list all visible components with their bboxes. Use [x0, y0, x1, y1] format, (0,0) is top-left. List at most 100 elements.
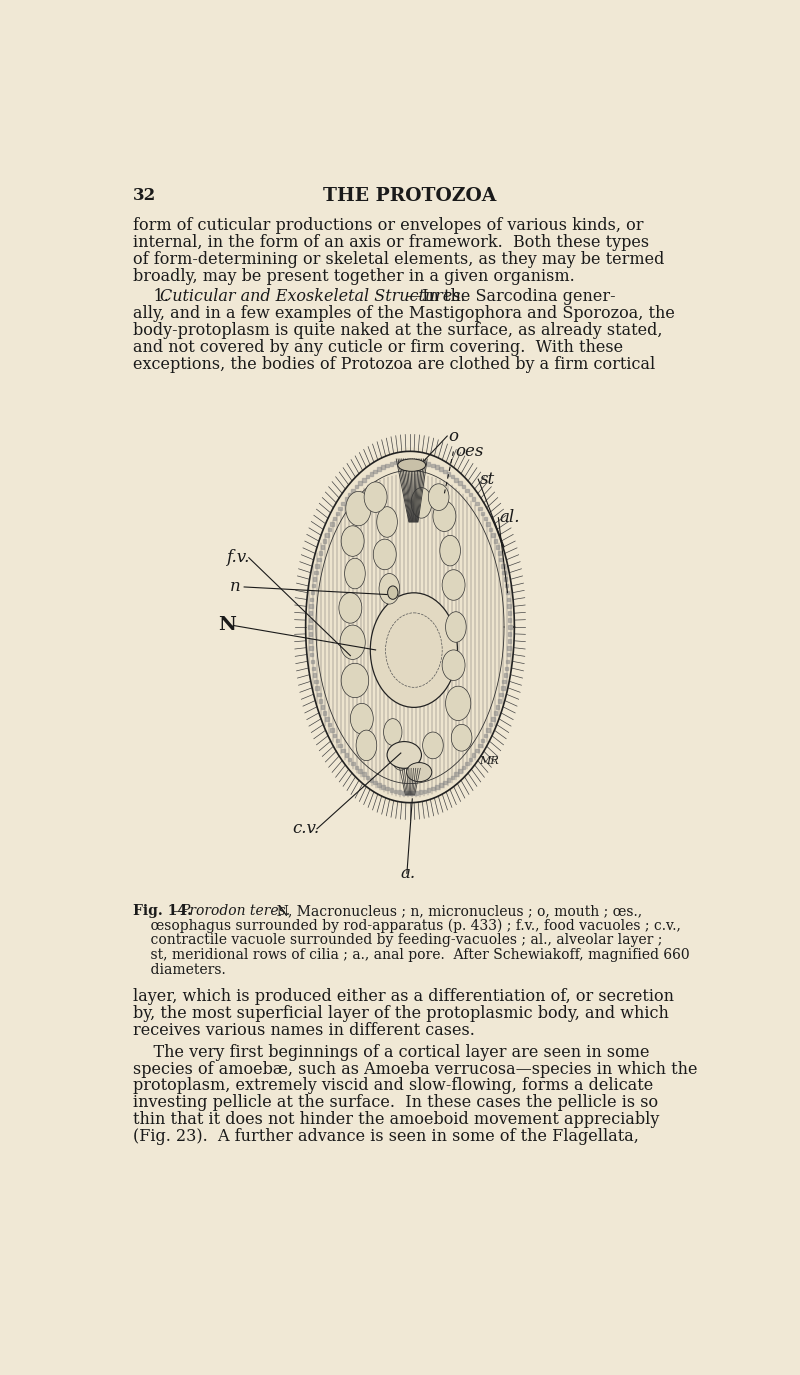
Bar [469, 492, 472, 496]
Bar [414, 459, 418, 463]
Bar [478, 506, 482, 510]
Bar [431, 463, 434, 468]
Text: ally, and in a few examples of the Mastigophora and Sporozoa, the: ally, and in a few examples of the Masti… [133, 305, 674, 322]
Text: oes: oes [455, 443, 483, 461]
Bar [358, 769, 362, 773]
Bar [315, 686, 319, 690]
Bar [309, 619, 312, 622]
Ellipse shape [398, 459, 426, 472]
Bar [354, 766, 358, 769]
Bar [319, 698, 322, 703]
Ellipse shape [377, 507, 398, 538]
Text: a.: a. [401, 865, 416, 881]
Ellipse shape [433, 500, 456, 532]
Text: 32: 32 [133, 187, 156, 203]
Bar [472, 754, 475, 756]
Bar [475, 502, 478, 505]
Bar [491, 534, 495, 536]
Bar [489, 723, 493, 726]
Ellipse shape [422, 732, 443, 759]
Bar [489, 528, 493, 531]
Bar [398, 461, 402, 463]
Bar [458, 481, 462, 485]
Bar [319, 551, 322, 556]
Bar [390, 788, 393, 792]
Bar [447, 472, 450, 476]
Text: œsophagus surrounded by rod-apparatus (p. 433) ; f.v., food vacuoles ; c.v.,: œsophagus surrounded by rod-apparatus (p… [133, 918, 681, 934]
Bar [310, 660, 314, 663]
Bar [443, 781, 446, 785]
Text: diameters.: diameters. [133, 962, 226, 976]
Ellipse shape [446, 612, 466, 642]
Bar [351, 490, 354, 492]
Bar [321, 705, 324, 708]
Bar [325, 718, 329, 720]
Ellipse shape [340, 626, 366, 660]
Text: —: — [173, 905, 186, 918]
Bar [439, 468, 442, 470]
Bar [309, 612, 312, 615]
Bar [374, 469, 377, 473]
Bar [333, 517, 336, 520]
Bar [491, 718, 495, 720]
Ellipse shape [341, 663, 369, 697]
Ellipse shape [446, 686, 470, 720]
Ellipse shape [356, 730, 377, 760]
Bar [501, 564, 505, 568]
Text: species of amoebæ, such as Amoeba verrucosa—species in which the: species of amoebæ, such as Amoeba verruc… [133, 1060, 697, 1078]
Bar [378, 784, 381, 786]
Ellipse shape [346, 491, 371, 525]
Bar [351, 762, 354, 765]
Bar [507, 646, 510, 649]
Text: Cuticular and Exoskeletal Structures.: Cuticular and Exoskeletal Structures. [160, 289, 466, 305]
Bar [478, 744, 482, 748]
Bar [475, 749, 478, 752]
Bar [435, 785, 438, 789]
Bar [335, 512, 339, 516]
Bar [330, 729, 334, 732]
Ellipse shape [388, 586, 398, 600]
Ellipse shape [384, 719, 402, 745]
Bar [358, 481, 362, 485]
Bar [466, 762, 469, 765]
Text: st: st [480, 470, 495, 488]
Ellipse shape [379, 573, 400, 604]
Text: n: n [230, 579, 241, 595]
Bar [505, 584, 508, 587]
Bar [310, 605, 313, 608]
Bar [496, 546, 499, 549]
Bar [310, 646, 313, 649]
Bar [366, 775, 370, 780]
Bar [310, 598, 314, 601]
Bar [374, 781, 377, 785]
Bar [410, 459, 414, 462]
Bar [508, 639, 511, 642]
Bar [394, 461, 397, 465]
Bar [498, 551, 501, 556]
Bar [469, 758, 472, 762]
Ellipse shape [306, 447, 514, 807]
Bar [443, 469, 446, 473]
Bar [309, 626, 312, 628]
Bar [502, 571, 506, 575]
Bar [423, 461, 426, 465]
Bar [310, 653, 314, 656]
Bar [414, 791, 418, 795]
Bar [502, 679, 506, 683]
Bar [447, 778, 450, 782]
Bar [435, 465, 438, 469]
Text: internal, in the form of an axis or framework.  Both these types: internal, in the form of an axis or fram… [133, 234, 649, 252]
Bar [382, 785, 385, 789]
Bar [472, 498, 475, 500]
Ellipse shape [392, 744, 410, 770]
Bar [423, 789, 426, 793]
Bar [508, 619, 511, 622]
Bar [450, 474, 454, 478]
Bar [496, 705, 499, 708]
Bar [406, 792, 410, 795]
Ellipse shape [350, 704, 374, 734]
Ellipse shape [411, 488, 432, 518]
Bar [506, 591, 510, 594]
Text: protoplasm, extremely viscid and slow-flowing, forms a delicate: protoplasm, extremely viscid and slow-fl… [133, 1078, 653, 1094]
Bar [506, 653, 510, 656]
